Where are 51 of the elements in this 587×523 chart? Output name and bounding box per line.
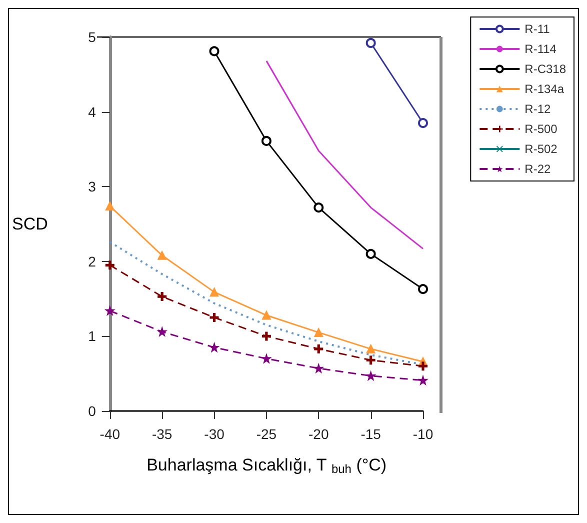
y-tick-label: 0 bbox=[88, 403, 96, 419]
y-tick-label: 1 bbox=[88, 328, 96, 344]
x-axis-title: Buharlaşma Sıcaklığı, T buh (°C) bbox=[146, 456, 387, 476]
y-tick-label: 5 bbox=[88, 29, 96, 45]
line-series bbox=[266, 60, 424, 250]
legend-label: R-134a bbox=[524, 82, 564, 96]
point bbox=[418, 376, 428, 385]
point bbox=[158, 327, 167, 336]
point bbox=[314, 364, 324, 373]
legend-label: R-502 bbox=[524, 142, 558, 156]
legend-label: R-22 bbox=[524, 162, 551, 176]
point bbox=[314, 328, 324, 337]
y-tick-label: 4 bbox=[88, 104, 96, 120]
x-tick-label: -15 bbox=[360, 426, 382, 442]
y-tick-label: 3 bbox=[88, 178, 96, 195]
point bbox=[158, 250, 167, 260]
point bbox=[210, 313, 219, 322]
point bbox=[262, 310, 271, 320]
legend-label: R-11 bbox=[524, 22, 550, 36]
point bbox=[210, 342, 219, 352]
legend-label: R-C318 bbox=[524, 62, 566, 76]
point bbox=[105, 306, 114, 316]
point bbox=[366, 356, 376, 365]
legend-label: R-12 bbox=[524, 102, 551, 116]
point bbox=[262, 354, 271, 364]
point bbox=[418, 118, 428, 128]
point bbox=[418, 362, 428, 371]
point bbox=[314, 202, 324, 213]
legend-label: R-500 bbox=[524, 122, 558, 136]
legend-label: R-114 bbox=[524, 42, 557, 56]
point bbox=[105, 260, 114, 270]
point bbox=[366, 371, 376, 380]
x-tick-label: -40 bbox=[100, 426, 120, 442]
point bbox=[261, 136, 272, 146]
point bbox=[209, 46, 220, 56]
x-tick-label: -30 bbox=[204, 426, 225, 442]
point bbox=[158, 292, 167, 302]
x-tick-label: -25 bbox=[256, 426, 277, 442]
point bbox=[366, 344, 376, 354]
y-tick-label: 2 bbox=[88, 253, 96, 270]
x-tick-label: -35 bbox=[152, 426, 172, 442]
point bbox=[210, 288, 219, 297]
point bbox=[262, 332, 271, 341]
x-tick-label: -10 bbox=[412, 426, 434, 442]
x-tick-label: -20 bbox=[308, 426, 329, 442]
y-axis-title: SCD bbox=[12, 214, 48, 234]
point bbox=[366, 38, 376, 48]
point bbox=[366, 248, 376, 259]
point bbox=[314, 344, 324, 354]
point bbox=[105, 202, 114, 211]
point bbox=[418, 284, 428, 294]
